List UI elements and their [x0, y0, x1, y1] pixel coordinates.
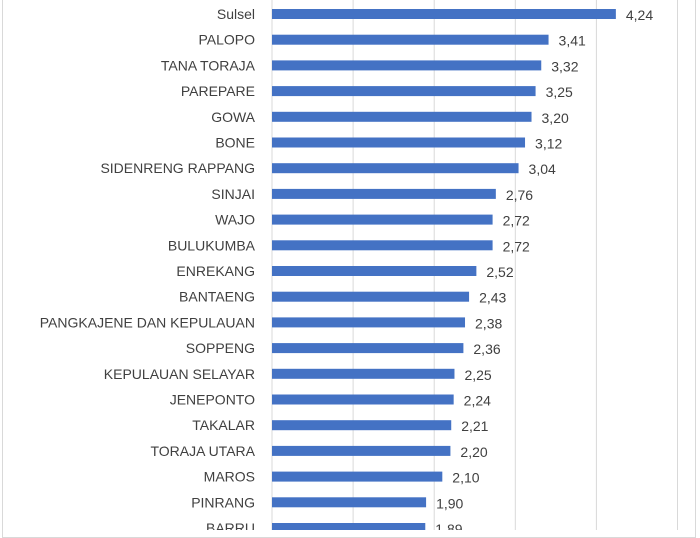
bar: [272, 471, 443, 482]
category-label: PINRANG: [191, 494, 255, 510]
data-label: 3,25: [546, 84, 573, 100]
bar: [272, 445, 451, 456]
bar: [272, 188, 496, 199]
category-label: TORAJA UTARA: [150, 443, 255, 459]
category-label: MAROS: [204, 469, 255, 485]
data-label: 3,04: [529, 161, 556, 177]
category-label: JENEPONTO: [170, 392, 255, 408]
bar: [272, 368, 455, 379]
bar: [272, 86, 536, 97]
bar: [272, 291, 470, 302]
category-label: TANA TORAJA: [161, 57, 256, 73]
bar: [272, 163, 519, 174]
data-label: 2,36: [473, 341, 500, 357]
data-label: 2,20: [460, 444, 487, 460]
data-label: 2,24: [464, 393, 491, 409]
data-label: 3,20: [542, 110, 569, 126]
bar: [272, 60, 542, 71]
category-label: SOPPENG: [186, 340, 255, 356]
data-label: 2,72: [503, 238, 530, 254]
category-label: Sulsel: [217, 6, 255, 22]
category-label: KEPULAUAN SELAYAR: [104, 366, 255, 382]
bar: [272, 137, 526, 148]
data-label: 3,41: [559, 33, 586, 49]
data-label: 2,43: [479, 290, 506, 306]
bar: [272, 240, 493, 251]
category-label: BULUKUMBA: [168, 237, 256, 253]
data-label: 2,10: [452, 470, 479, 486]
data-label: 4,24: [626, 7, 653, 23]
data-label: 2,52: [486, 264, 513, 280]
data-label: 1,89: [435, 521, 462, 530]
category-label: PAREPARE: [181, 83, 255, 99]
data-label: 2,38: [475, 315, 502, 331]
category-label: PANGKAJENE DAN KEPULAUAN: [40, 314, 255, 330]
bar: [272, 394, 454, 405]
category-label: TAKALAR: [192, 417, 255, 433]
bar: [272, 317, 466, 328]
category-label: GOWA: [211, 109, 255, 125]
category-label: BARRU: [206, 520, 255, 530]
bar: [272, 9, 616, 19]
data-label: 2,72: [503, 213, 530, 229]
bar: [272, 343, 464, 354]
bar: [272, 266, 477, 276]
data-label: 1,90: [436, 495, 463, 511]
data-label: 3,32: [551, 58, 578, 74]
category-label: SINJAI: [211, 186, 255, 202]
bar: [272, 497, 427, 508]
bar: [272, 34, 549, 45]
category-label: PALOPO: [198, 32, 255, 48]
data-label: 2,25: [464, 367, 491, 383]
data-label: 2,76: [506, 187, 533, 203]
data-label: 3,12: [535, 136, 562, 152]
category-label: BANTAENG: [179, 289, 255, 305]
bar: [272, 420, 452, 431]
bar: [272, 523, 426, 530]
data-label: 2,21: [461, 418, 488, 434]
category-label: SIDENRENG RAPPANG: [100, 160, 255, 176]
category-label: ENREKANG: [176, 263, 255, 279]
category-label: BONE: [215, 135, 255, 151]
bar: [272, 214, 493, 225]
bar: [272, 111, 532, 122]
category-label: WAJO: [215, 212, 255, 228]
